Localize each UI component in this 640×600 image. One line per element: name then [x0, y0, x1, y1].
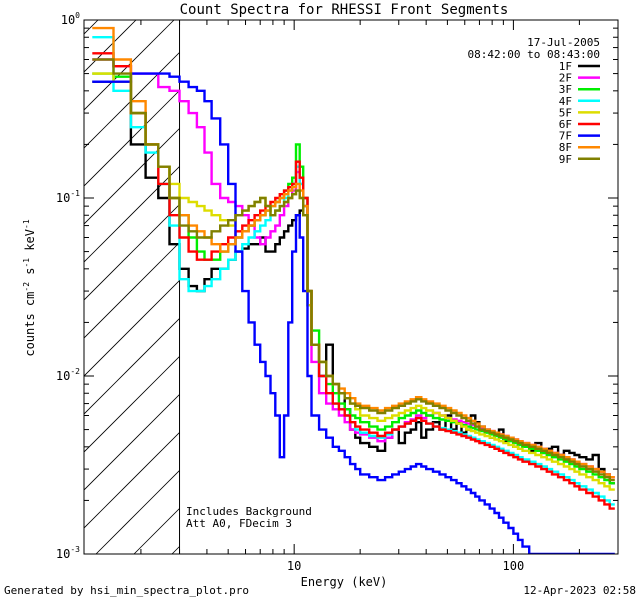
series-line-7F: [92, 72, 615, 554]
y-axis-label-part: keV: [23, 229, 37, 258]
hatch-line: [84, 20, 99, 35]
hatched-region: [84, 20, 618, 554]
y-axis-label-part: s: [23, 268, 37, 282]
footer-timestamp: 12-Apr-2023 02:58: [523, 584, 636, 597]
y-tick-label-exp: 0: [75, 11, 80, 20]
legend-label-8F: 8F: [559, 141, 572, 154]
legend-label-9F: 9F: [559, 153, 572, 166]
hatch-line: [84, 20, 251, 187]
annotation-background: Includes Background: [186, 505, 312, 518]
series-line-1F: [92, 80, 615, 485]
y-tick-label-exp: -1: [70, 189, 80, 198]
y-tick-label-base: 10: [56, 369, 70, 383]
chart-title: Count Spectra for RHESSI Front Segments: [180, 2, 509, 18]
y-tick-label: 100: [61, 11, 80, 27]
y-axis-label-part: counts cm: [23, 292, 37, 357]
y-tick-label-base: 10: [61, 13, 75, 27]
y-axis-label-exp: -1: [22, 219, 31, 229]
legend-label-5F: 5F: [559, 106, 572, 119]
y-tick-label: 10-3: [56, 545, 80, 561]
footer-generated-by: Generated by hsi_min_spectra_plot.pro: [4, 584, 249, 597]
annotation-attenuator: Att A0, FDecim 3: [186, 517, 292, 530]
legend-label-3F: 3F: [559, 83, 572, 96]
plot-frame: [83, 19, 619, 555]
y-axis-label: counts cm-2 s-1 keV-1: [22, 219, 37, 356]
series-group: [92, 26, 615, 554]
x-tick-label: 100: [503, 559, 525, 573]
y-tick-label: 10-1: [56, 189, 80, 205]
x-axis-label: Energy (keV): [301, 575, 388, 589]
hatch-line: [84, 20, 175, 111]
date-label: 17-Jul-2005: [527, 36, 600, 49]
hatch-line: [84, 20, 213, 149]
y-tick-label-exp: -2: [70, 367, 80, 376]
y-tick-label: 10-2: [56, 367, 80, 383]
legend-label-4F: 4F: [559, 95, 572, 108]
series-line-9F: [92, 58, 615, 482]
x-tick-label: 10: [287, 559, 301, 573]
legend-label-1F: 1F: [559, 60, 572, 73]
legend-label-6F: 6F: [559, 118, 572, 131]
time-range-label: 08:42:00 to 08:43:00: [468, 48, 600, 61]
y-tick-label-base: 10: [56, 547, 70, 561]
y-axis-label-exp: -2: [22, 282, 31, 292]
legend-label-2F: 2F: [559, 72, 572, 85]
series-line-6F: [92, 52, 615, 510]
hatch-mask: [179, 20, 618, 554]
x-axis-ticks: 10 100: [140, 20, 619, 573]
hatch-line: [84, 20, 137, 73]
y-tick-label-base: 10: [56, 191, 70, 205]
y-axis-label-exp: -1: [22, 258, 31, 268]
legend-label-7F: 7F: [559, 130, 572, 143]
y-tick-label-exp: -3: [70, 545, 80, 554]
